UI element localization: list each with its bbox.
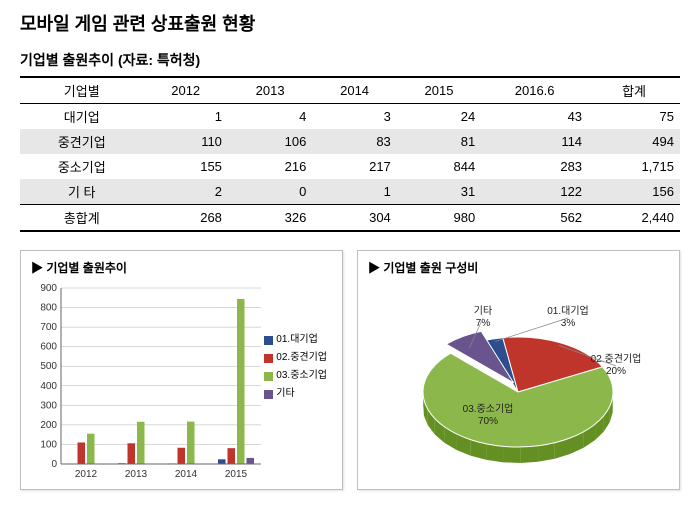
table-row: 중소기업1552162178442831,715 <box>20 154 680 179</box>
svg-text:20%: 20% <box>606 366 626 377</box>
table-row: 중견기업1101068381114494 <box>20 129 680 154</box>
table-cell: 43 <box>481 104 588 130</box>
col-h0: 기업별 <box>20 77 143 104</box>
col-h5: 2016.6 <box>481 77 588 104</box>
svg-text:2012: 2012 <box>75 469 98 480</box>
table-cell: 980 <box>397 205 481 232</box>
table-cell: 283 <box>481 154 588 179</box>
table-cell: 4 <box>228 104 312 130</box>
data-table: 기업별 2012 2013 2014 2015 2016.6 합계 대기업143… <box>20 76 680 232</box>
svg-text:800: 800 <box>40 303 57 314</box>
legend-item: 03.중소기업 <box>264 368 327 384</box>
table-cell: 2,440 <box>588 205 680 232</box>
legend-swatch <box>264 354 273 363</box>
bar-chart: 0 100 200 300 400 500 600 700 800 900 2012 2013 2014… <box>31 282 331 482</box>
table-cell: 1 <box>143 104 227 130</box>
svg-text:70%: 70% <box>478 416 498 427</box>
svg-text:01.대기업: 01.대기업 <box>547 304 589 317</box>
table-cell: 24 <box>397 104 481 130</box>
table-cell: 326 <box>228 205 312 232</box>
table-cell: 844 <box>397 154 481 179</box>
bar-chart-title: 기업별 출원추이 <box>31 259 332 276</box>
table-cell: 562 <box>481 205 588 232</box>
pie-chart-title: 기업별 출원 구성비 <box>368 259 669 276</box>
svg-text:600: 600 <box>40 342 57 353</box>
svg-text:700: 700 <box>40 322 57 333</box>
legend-item: 01.대기업 <box>264 332 327 348</box>
table-cell: 중소기업 <box>20 154 143 179</box>
svg-text:기타: 기타 <box>474 305 492 317</box>
table-cell: 156 <box>588 179 680 205</box>
pie-chart-box: 기업별 출원 구성비 01.대기업3%02.중견기업20%03.중소기업70%기… <box>357 250 680 490</box>
legend-swatch <box>264 390 273 399</box>
svg-text:0: 0 <box>51 459 57 470</box>
svg-text:2013: 2013 <box>125 469 148 480</box>
subtitle: 기업별 출원추이 (자료: 특허청) <box>20 50 680 70</box>
svg-text:300: 300 <box>40 400 57 411</box>
legend-label: 03.중소기업 <box>276 368 327 384</box>
svg-text:7%: 7% <box>476 318 491 329</box>
table-cell: 114 <box>481 129 588 154</box>
svg-text:200: 200 <box>40 420 57 431</box>
page-title: 모바일 게임 관련 상표출원 현황 <box>20 10 680 36</box>
svg-text:03.중소기업: 03.중소기업 <box>463 402 514 415</box>
table-cell: 217 <box>312 154 396 179</box>
svg-text:100: 100 <box>40 439 57 450</box>
table-cell: 110 <box>143 129 227 154</box>
svg-text:400: 400 <box>40 381 57 392</box>
svg-text:02.중견기업: 02.중견기업 <box>591 352 642 365</box>
svg-text:2014: 2014 <box>175 469 198 480</box>
col-h6: 합계 <box>588 77 680 104</box>
table-cell: 106 <box>228 129 312 154</box>
svg-text:500: 500 <box>40 361 57 372</box>
table-cell: 83 <box>312 129 396 154</box>
table-row: 기 타20131122156 <box>20 179 680 205</box>
col-h3: 2014 <box>312 77 396 104</box>
table-cell: 1 <box>312 179 396 205</box>
table-cell: 304 <box>312 205 396 232</box>
table-cell: 대기업 <box>20 104 143 130</box>
table-cell: 0 <box>228 179 312 205</box>
table-cell: 총합계 <box>20 205 143 232</box>
legend-item: 02.중견기업 <box>264 350 327 366</box>
table-cell: 268 <box>143 205 227 232</box>
table-cell: 31 <box>397 179 481 205</box>
table-header-row: 기업별 2012 2013 2014 2015 2016.6 합계 <box>20 77 680 104</box>
table-cell: 기 타 <box>20 179 143 205</box>
col-h2: 2013 <box>228 77 312 104</box>
legend-label: 기타 <box>276 386 294 402</box>
table-row: 총합계2683263049805622,440 <box>20 205 680 232</box>
legend-label: 01.대기업 <box>276 332 318 348</box>
pie-chart: 01.대기업3%02.중견기업20%03.중소기업70%기타7% <box>368 282 668 482</box>
col-h1: 2012 <box>143 77 227 104</box>
legend-label: 02.중견기업 <box>276 350 327 366</box>
legend-swatch <box>264 372 273 381</box>
table-cell: 122 <box>481 179 588 205</box>
table-cell: 216 <box>228 154 312 179</box>
svg-text:900: 900 <box>40 283 57 294</box>
table-cell: 2 <box>143 179 227 205</box>
table-cell: 75 <box>588 104 680 130</box>
col-h4: 2015 <box>397 77 481 104</box>
table-cell: 중견기업 <box>20 129 143 154</box>
table-cell: 155 <box>143 154 227 179</box>
svg-text:2015: 2015 <box>225 469 248 480</box>
table-cell: 1,715 <box>588 154 680 179</box>
table-cell: 494 <box>588 129 680 154</box>
bar-chart-legend: 01.대기업 02.중견기업 03.중소기업기타 <box>264 332 327 404</box>
table-cell: 81 <box>397 129 481 154</box>
table-row: 대기업143244375 <box>20 104 680 130</box>
legend-item: 기타 <box>264 386 327 402</box>
legend-swatch <box>264 336 273 345</box>
bar-chart-box: 기업별 출원추이 0 100 200 300 400 500 600 700 800 900 201… <box>20 250 343 490</box>
table-cell: 3 <box>312 104 396 130</box>
